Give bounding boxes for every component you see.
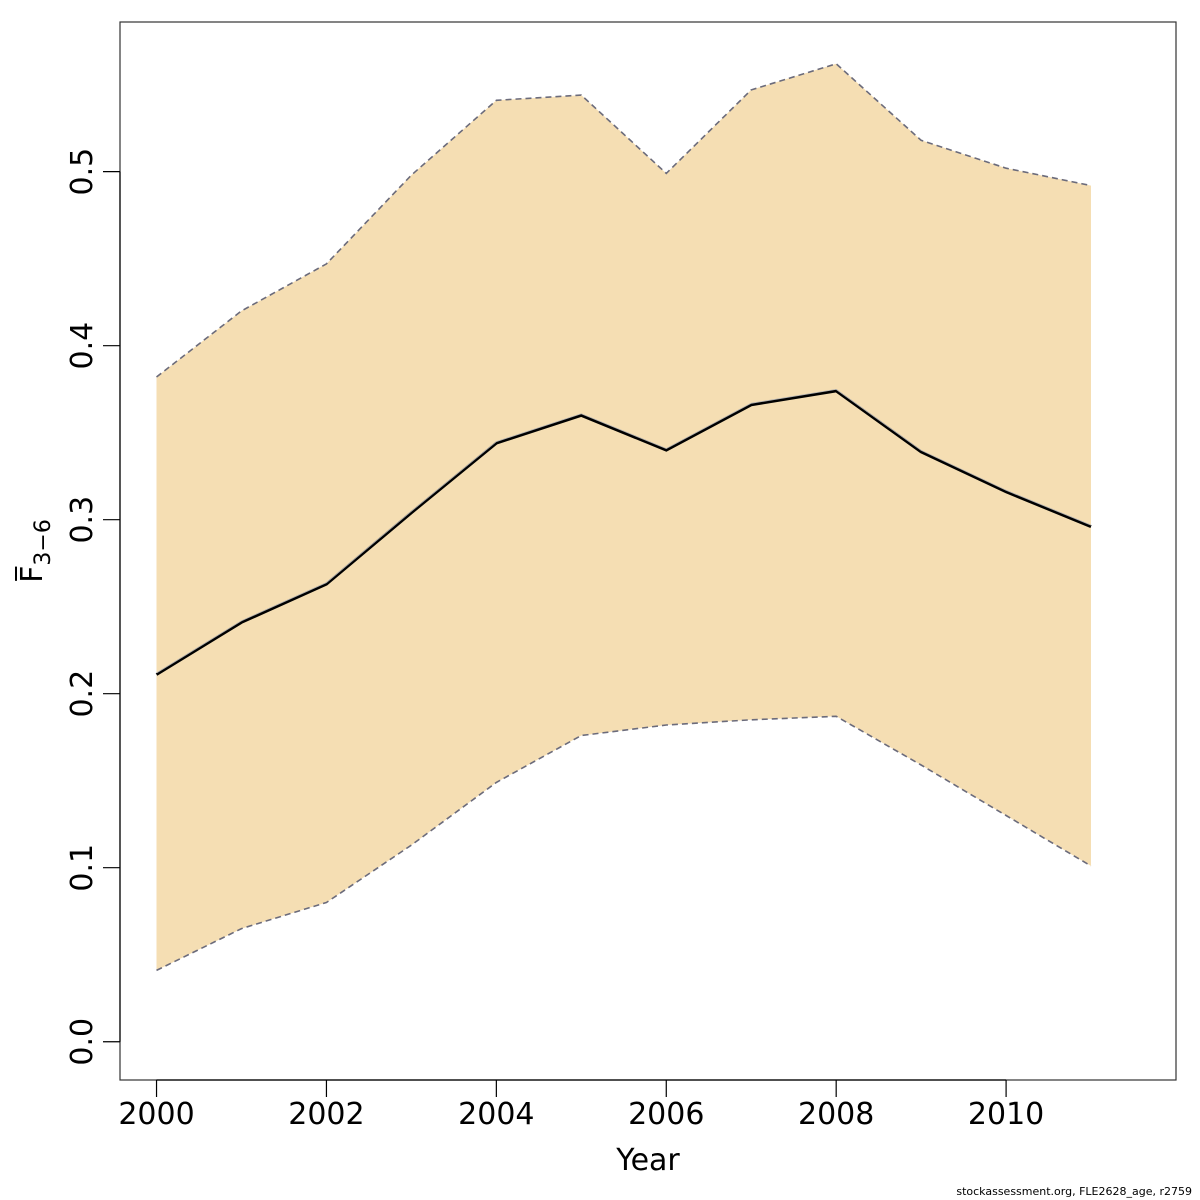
confidence-band — [156, 63, 1091, 971]
estimate-line-highlight — [156, 388, 1092, 674]
x-tick-label: 2010 — [968, 1097, 1044, 1132]
y-axis-label-text: F3−6 — [15, 519, 56, 583]
y-tick-label: 0.3 — [65, 496, 100, 544]
x-tick-label: 2004 — [458, 1097, 534, 1132]
x-tick-label: 2006 — [628, 1097, 704, 1132]
axes-layer: 2000 2002 2004 2006 2008 2010 0.0 0.1 0.2 0.3 0.4 0… — [65, 148, 1044, 1132]
y-tick-label: 0.1 — [65, 844, 100, 892]
source-credit: stockassessment.org, FLE2628_age, r2759 — [956, 1185, 1192, 1198]
series-lines-layer — [155, 62, 1092, 972]
y-tick-label: 0.5 — [65, 148, 100, 196]
y-axis-label-subscript: 3−6 — [31, 519, 56, 565]
upper-bound-line — [156, 62, 1092, 378]
y-axis-label: F3−6 — [15, 519, 56, 583]
confidence-band-layer — [156, 63, 1091, 971]
x-axis-label: Year — [615, 1143, 680, 1178]
x-tick-label: 2008 — [798, 1097, 874, 1132]
y-tick-label: 0.4 — [65, 322, 100, 370]
x-tick-label: 2000 — [118, 1097, 194, 1132]
y-tick-label: 0.2 — [65, 670, 100, 718]
y-axis-label-main: F — [15, 566, 50, 583]
y-tick-label: 0.0 — [65, 1018, 100, 1066]
lower-bound-line — [156, 715, 1092, 972]
estimate-line — [155, 389, 1092, 676]
x-tick-label: 2002 — [288, 1097, 364, 1132]
